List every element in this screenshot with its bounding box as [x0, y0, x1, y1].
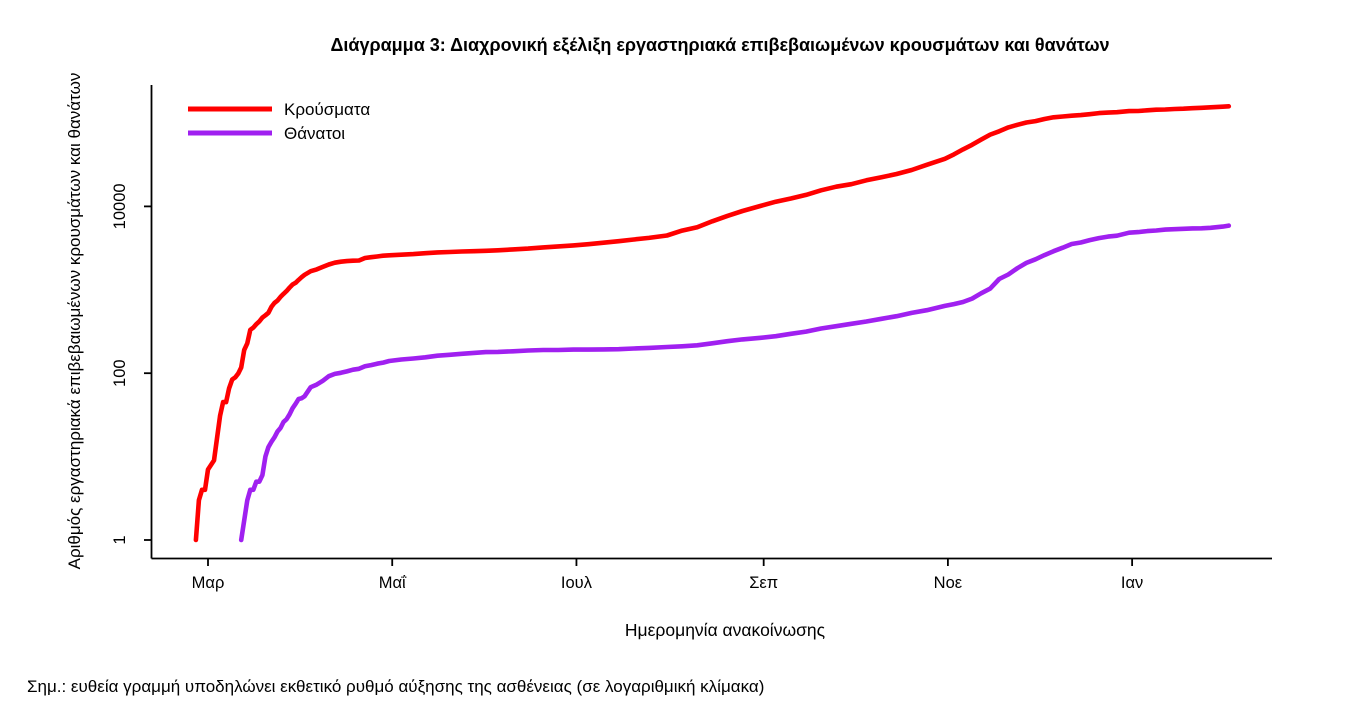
x-tick-label: Ιουλ [561, 574, 593, 592]
legend-label: Κρούσματα [284, 100, 370, 119]
x-axis-label: Ημερομηνία ανακοίνωσης [625, 620, 825, 640]
y-tick-label: 10000 [111, 183, 129, 229]
legend: Κρούσματα Θάνατοι [188, 100, 370, 143]
y-tick-label: 1 [111, 535, 129, 544]
footnote: Σημ.: ευθεία γραμμή υποδηλώνει εκθετικό … [27, 677, 764, 696]
axes [150, 85, 1272, 560]
y-axis-label: Αριθμός εργαστηριακά επιβεβαιωμένων κρου… [65, 73, 84, 570]
x-tick-label: Μαρ [192, 574, 225, 592]
x-tick-label: Νοε [934, 574, 963, 592]
legend-label: Θάνατοι [284, 124, 345, 143]
series-group [193, 104, 1232, 543]
x-tick-label: Ιαν [1121, 574, 1143, 592]
y-tick-label: 100 [111, 359, 129, 387]
y-tick-group: 1 100 10000 [111, 183, 152, 545]
series-line-deaths [238, 223, 1232, 543]
chart-title: Διάγραμμα 3: Διαχρονική εξέλιξη εργαστηρ… [330, 35, 1109, 56]
x-tick-label: Σεπ [749, 574, 778, 592]
x-tick-label: Μαΐ [379, 574, 407, 592]
series-line-cases [193, 104, 1232, 543]
x-tick-group: Μαρ Μαΐ Ιουλ Σεπ Νοε Ιαν [192, 558, 1143, 592]
